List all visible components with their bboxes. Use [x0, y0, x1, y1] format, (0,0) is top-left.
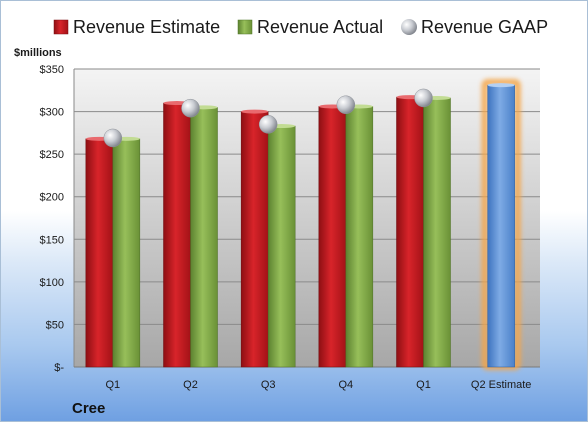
- y-tick-label: $100: [40, 277, 64, 289]
- bar-revenue-actual: [423, 97, 451, 368]
- company-name: Cree: [72, 400, 105, 417]
- bars: [85, 79, 521, 370]
- point-revenue-gaap: [336, 95, 356, 115]
- bar-revenue-estimate: [163, 102, 191, 368]
- legend-swatch-revenue-actual: [237, 19, 253, 35]
- point-revenue-gaap: [414, 88, 433, 108]
- gaap-markers: [103, 88, 433, 148]
- legend-label-revenue-actual: Revenue Actual: [257, 17, 383, 37]
- bar-top: [241, 109, 269, 114]
- bar-revenue-estimate: [240, 111, 269, 368]
- plot-area: [74, 69, 540, 367]
- y-tick-label: $150: [40, 234, 64, 246]
- bar-revenue-estimate-forecast: [487, 84, 515, 368]
- x-axis-ticks: Q1 Q2 Q3 Q4 Q1 Q2 Estimate: [105, 379, 531, 391]
- x-tick-label: Q2: [183, 379, 198, 391]
- y-tick-label: $50: [46, 319, 64, 331]
- y-tick-label: $350: [40, 64, 64, 76]
- bar-top: [487, 83, 515, 88]
- y-axis-ticks: $- $50 $100 $150 $200 $250 $300 $350: [40, 64, 65, 374]
- legend-label-revenue-estimate: Revenue Estimate: [73, 17, 220, 37]
- bar-revenue-estimate: [85, 138, 114, 368]
- x-tick-label: Q2 Estimate: [471, 379, 532, 391]
- chart-legend: Revenue Estimate Revenue Actual Revenue …: [53, 17, 548, 37]
- bar-revenue-actual: [190, 107, 218, 368]
- legend-swatch-revenue-estimate: [53, 19, 69, 35]
- gridlines: [73, 68, 540, 368]
- y-tick-label: $250: [40, 149, 64, 161]
- y-tick-label: $200: [40, 192, 64, 204]
- x-tick-label: Q3: [261, 379, 276, 391]
- point-revenue-gaap: [181, 98, 200, 118]
- bar-revenue-estimate: [318, 106, 347, 368]
- bar-revenue-estimate: [396, 96, 424, 368]
- x-tick-label: Q4: [338, 379, 353, 391]
- point-revenue-gaap: [258, 115, 278, 134]
- x-tick-label: Q1: [105, 379, 120, 391]
- bar-revenue-actual: [112, 138, 141, 368]
- y-tick-label: $300: [40, 107, 64, 119]
- y-tick-label: $-: [54, 362, 64, 374]
- legend-swatch-revenue-gaap: [401, 19, 417, 35]
- y-axis-label: $millions: [14, 47, 62, 59]
- bar-revenue-actual: [267, 125, 296, 368]
- x-tick-label: Q1: [416, 379, 431, 391]
- bar-revenue-actual: [345, 106, 374, 368]
- legend-label-revenue-gaap: Revenue GAAP: [421, 17, 548, 37]
- point-revenue-gaap: [103, 128, 123, 148]
